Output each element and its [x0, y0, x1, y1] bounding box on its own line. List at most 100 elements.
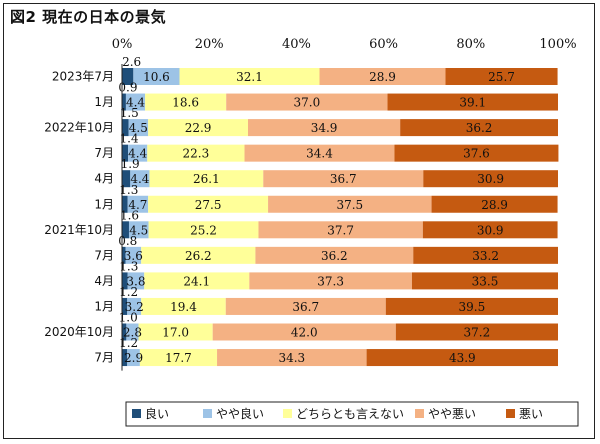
bar-segment	[127, 272, 145, 290]
legend-box	[125, 401, 579, 427]
bar-segment	[249, 272, 412, 290]
data-label: 18.6	[172, 96, 199, 110]
category-label: 7月	[94, 146, 114, 160]
bar-segment	[148, 195, 269, 213]
data-label: 39.1	[459, 96, 486, 110]
data-label: 3.8	[126, 274, 145, 288]
data-label: 36.7	[292, 300, 319, 314]
bar-segment	[130, 170, 150, 188]
bars	[122, 68, 559, 367]
chart-title: 図2 現在の日本の景気	[10, 8, 167, 26]
bar-segment	[395, 323, 558, 341]
data-label: 26.2	[185, 249, 212, 263]
data-label: 2.9	[124, 351, 143, 365]
data-label: 1.0	[119, 311, 138, 325]
data-label: 1.3	[119, 183, 138, 197]
bar-segment	[258, 221, 423, 239]
data-label: 1.9	[121, 157, 140, 171]
data-label: 34.9	[311, 121, 338, 135]
bar-segment	[122, 349, 128, 367]
legend-label: やや良い	[216, 406, 264, 421]
bar-segment	[147, 144, 245, 162]
data-label: 28.9	[481, 198, 508, 212]
data-label: 0.9	[118, 81, 137, 95]
bar-segment	[263, 170, 424, 188]
bar-segment	[122, 221, 129, 239]
data-label: 1.2	[119, 336, 138, 350]
data-label: 37.0	[294, 96, 321, 110]
x-axis-ticks: 0% 20% 40% 60% 80% 100%	[112, 37, 577, 52]
data-label: 3.2	[125, 300, 144, 314]
data-label: 30.9	[477, 223, 504, 237]
bar-segment	[394, 144, 559, 162]
data-label: 37.3	[317, 274, 344, 288]
legend-label: やや悪い	[428, 407, 476, 421]
legend-label: 良い	[145, 406, 169, 421]
category-label: 1月	[94, 95, 114, 109]
data-label: 37.2	[464, 326, 491, 340]
data-label: 0.8	[118, 234, 137, 248]
bar-segment	[128, 221, 149, 239]
data-label: 4.5	[129, 121, 148, 135]
bar-segment	[128, 144, 148, 162]
bar-segment	[122, 297, 128, 315]
bar-segment	[144, 272, 250, 290]
data-label: 1.6	[120, 208, 139, 222]
data-label: 37.6	[463, 147, 490, 161]
x-tick-label: 60%	[369, 37, 398, 52]
data-label: 24.1	[183, 274, 210, 288]
data-label: 33.2	[472, 249, 499, 263]
bar-segment	[122, 195, 128, 213]
data-label: 30.9	[477, 172, 504, 186]
data-label: 1.5	[120, 106, 139, 120]
data-label: 2.8	[123, 326, 142, 340]
legend-label: どちらとも言えない	[296, 407, 404, 421]
bar-segment	[248, 119, 401, 137]
data-label: 4.5	[129, 223, 148, 237]
bar-segment	[125, 246, 142, 264]
bar-segment	[179, 68, 320, 85]
bar-segment	[387, 93, 558, 111]
x-tick-label: 100%	[539, 37, 576, 52]
bar-segment	[126, 323, 139, 341]
chart-frame	[3, 3, 595, 439]
category-label: 4月	[94, 274, 114, 288]
bar-segment	[423, 170, 558, 188]
bar-segment	[445, 68, 558, 85]
bar-segment	[122, 272, 128, 290]
legend-swatch	[415, 409, 424, 418]
bar-segment	[122, 93, 126, 111]
category-label: 2021年10月	[44, 223, 114, 237]
bar-segment	[127, 195, 149, 213]
bar-segment	[319, 68, 446, 85]
bar-segment	[400, 119, 558, 137]
data-label: 37.5	[336, 198, 363, 212]
bar-segment	[122, 119, 129, 137]
bar-segment	[422, 221, 558, 239]
bar-segment	[411, 272, 558, 290]
bar-segment	[138, 323, 213, 341]
data-label: 36.2	[321, 249, 348, 263]
bar-segment	[128, 119, 149, 137]
data-label: 25.2	[190, 223, 217, 237]
bar-segment	[122, 68, 134, 85]
x-tick-label: 80%	[456, 37, 485, 52]
bar-segment	[127, 297, 142, 315]
legend-label: 悪い	[519, 407, 543, 421]
x-tick-label: 0%	[112, 37, 133, 52]
category-label: 7月	[94, 351, 114, 365]
bar-segment	[431, 195, 558, 213]
bar-segment	[122, 170, 131, 188]
data-label: 33.5	[472, 274, 499, 288]
legend: 良い やや良い どちらとも言えない やや悪い 悪い	[125, 401, 579, 427]
data-label: 1.2	[119, 285, 138, 299]
data-label: 34.4	[306, 147, 333, 161]
data-label: 1.4	[120, 132, 139, 146]
data-label: 17.7	[165, 351, 192, 365]
bar-segment	[385, 297, 558, 315]
data-label: 17.0	[162, 326, 189, 340]
data-label: 32.1	[236, 70, 263, 84]
bar-segment	[127, 349, 140, 367]
data-label: 22.9	[185, 121, 212, 135]
